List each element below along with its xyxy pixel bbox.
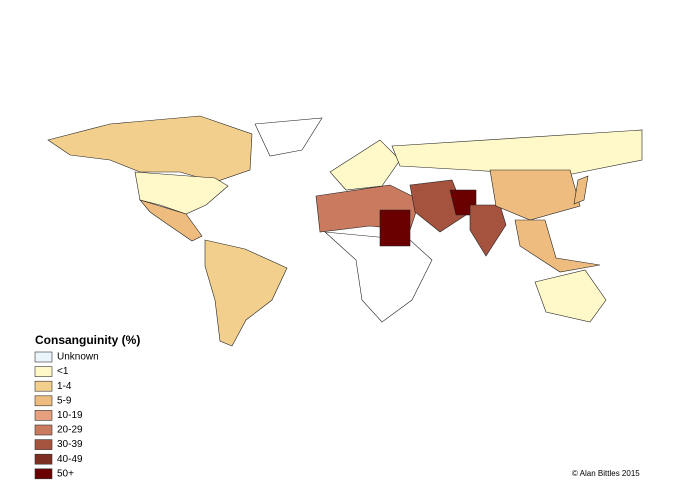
- country: [391, 129, 643, 177]
- legend-label: 10-19: [57, 410, 83, 421]
- country: [139, 199, 203, 242]
- legend-label: 20-29: [57, 425, 83, 436]
- legend-swatch: [34, 424, 53, 436]
- country: [204, 239, 288, 347]
- legend-label: 40-49: [57, 454, 83, 465]
- legend-title: Consanguinity (%): [35, 333, 140, 347]
- world-map: [47, 115, 643, 347]
- legend-swatch: [34, 395, 53, 407]
- legend-swatch: [34, 380, 53, 392]
- legend-swatch: [34, 468, 53, 480]
- legend-label: 5-9: [57, 395, 72, 406]
- country: [469, 204, 507, 257]
- legend-swatch: [34, 453, 53, 465]
- legend-swatch: [34, 439, 53, 450]
- country: [514, 219, 601, 273]
- country: [47, 115, 253, 183]
- legend-swatch: [34, 410, 53, 421]
- credit: © Alan Bittles 2015: [572, 469, 640, 478]
- country: [534, 269, 607, 323]
- country: [489, 169, 581, 221]
- legend: Unknown <1 1-4 5-9 10-19 20-29 30-39 40-49 50+: [34, 351, 99, 480]
- legend-label: <1: [57, 366, 69, 377]
- country: [254, 117, 323, 157]
- legend-label: 50+: [57, 468, 74, 479]
- legend-label: Unknown: [57, 352, 99, 363]
- legend-label: 1-4: [57, 381, 72, 392]
- legend-label: 30-39: [57, 439, 83, 450]
- country: [324, 231, 433, 323]
- country: [379, 209, 411, 247]
- country: [329, 139, 401, 191]
- legend-swatch: [34, 366, 53, 377]
- country: [573, 175, 589, 205]
- legend-swatch: [34, 351, 53, 363]
